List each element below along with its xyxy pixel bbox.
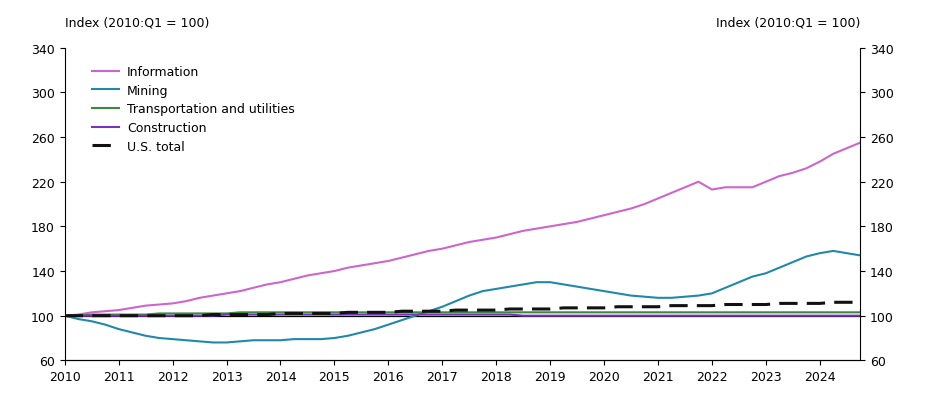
Line: Transportation and utilities: Transportation and utilities [65, 313, 925, 319]
Information [59, 313, 70, 318]
Construction [59, 313, 70, 318]
Construction [787, 313, 798, 318]
Line: U.S. total: U.S. total [65, 280, 925, 316]
Mining [207, 340, 218, 345]
Line: Information: Information [65, 95, 925, 316]
Transportation and utilities [59, 313, 70, 318]
Mining [59, 313, 70, 318]
U.S. total [59, 313, 70, 318]
Text: Index (2010:Q1 = 100): Index (2010:Q1 = 100) [716, 17, 860, 30]
Legend: Information, Mining, Transportation and utilities, Construction, U.S. total: Information, Mining, Transportation and … [87, 61, 300, 158]
Transportation and utilities [234, 310, 245, 315]
Information [787, 171, 798, 176]
Line: Mining: Mining [65, 171, 925, 343]
Line: Construction: Construction [65, 299, 925, 322]
U.S. total [787, 301, 798, 306]
Transportation and utilities [801, 310, 812, 315]
Mining [801, 254, 812, 259]
Text: Index (2010:Q1 = 100): Index (2010:Q1 = 100) [65, 17, 209, 30]
